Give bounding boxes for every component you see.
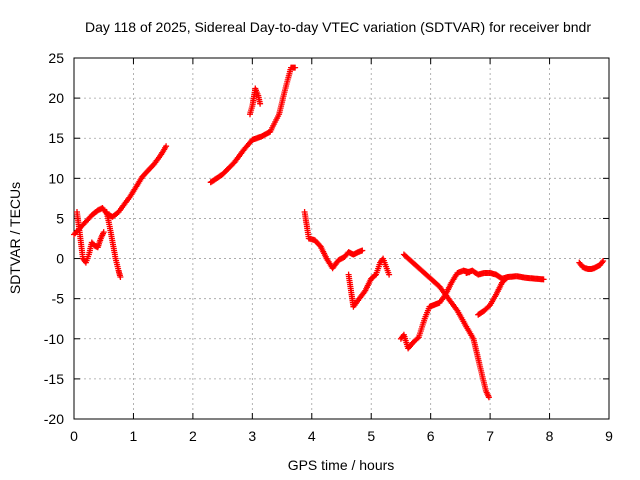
x-tick-label: 7 <box>486 428 494 444</box>
y-tick-label: -5 <box>52 291 65 307</box>
series-segment <box>207 64 299 186</box>
x-tick-label: 2 <box>189 428 197 444</box>
data-point <box>386 271 393 278</box>
data-point <box>414 335 421 342</box>
data-point <box>599 259 606 266</box>
data-point <box>257 100 264 107</box>
x-tick-label: 8 <box>546 428 554 444</box>
axis-ticks: 0 1 2 3 4 5 6 7 8 9 -20 -15 -10 -5 0 5 10 15 20 25 <box>44 50 613 444</box>
chart-title: Day 118 of 2025, Sidereal Day-to-day VTE… <box>85 19 591 35</box>
series-segment <box>71 143 170 238</box>
data-marks <box>71 64 607 401</box>
x-tick-label: 0 <box>70 428 78 444</box>
data-point <box>540 276 547 283</box>
data-point <box>100 229 107 236</box>
series-segment <box>400 251 492 401</box>
y-tick-label: 0 <box>56 251 64 267</box>
data-point <box>504 274 511 280</box>
x-tick-label: 5 <box>367 428 375 444</box>
x-tick-label: 4 <box>308 428 316 444</box>
y-axis-label: SDTVAR / TECUs <box>7 182 23 294</box>
data-point <box>600 258 607 264</box>
data-point <box>117 274 124 280</box>
series-segment <box>247 85 264 118</box>
y-tick-label: 25 <box>48 50 64 66</box>
data-point <box>163 143 170 150</box>
series-segment <box>345 255 393 310</box>
data-point <box>292 64 299 71</box>
x-tick-label: 9 <box>605 428 613 444</box>
y-tick-label: 10 <box>48 170 64 186</box>
y-tick-label: 15 <box>48 130 64 146</box>
x-axis-label: GPS time / hours <box>288 457 395 473</box>
data-point <box>485 394 492 401</box>
y-tick-label: 5 <box>56 210 64 226</box>
plot-frame <box>73 57 610 420</box>
series-segment <box>74 209 107 266</box>
x-tick-label: 3 <box>248 428 256 444</box>
y-tick-label: -15 <box>44 371 64 387</box>
series-segment <box>576 258 607 272</box>
series-segment <box>301 209 366 272</box>
series-segment <box>475 274 511 318</box>
y-tick-label: -20 <box>44 411 64 427</box>
y-tick-label: -10 <box>44 331 64 347</box>
series-segment <box>103 209 124 280</box>
x-tick-label: 6 <box>427 428 435 444</box>
data-point <box>359 247 366 254</box>
y-tick-label: 20 <box>48 90 64 106</box>
x-tick-label: 1 <box>130 428 138 444</box>
grid <box>74 58 609 419</box>
data-point <box>503 275 510 282</box>
